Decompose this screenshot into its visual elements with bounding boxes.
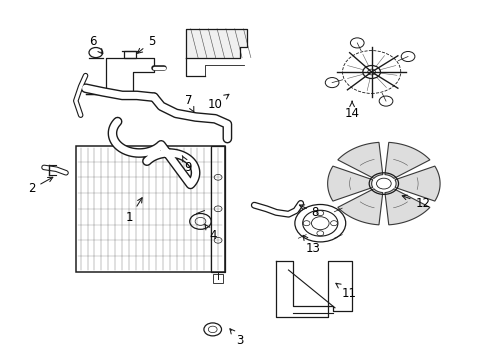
Polygon shape xyxy=(327,166,372,201)
Text: 11: 11 xyxy=(335,283,356,300)
Bar xyxy=(211,146,224,272)
Bar xyxy=(76,146,224,272)
Text: 5: 5 xyxy=(137,35,155,53)
Text: 4: 4 xyxy=(204,224,216,242)
Text: 13: 13 xyxy=(303,235,320,255)
Text: 12: 12 xyxy=(402,195,429,210)
Polygon shape xyxy=(384,189,429,225)
Polygon shape xyxy=(384,142,429,179)
Bar xyxy=(124,51,136,58)
Bar xyxy=(213,274,223,283)
Polygon shape xyxy=(337,142,382,179)
Text: 9: 9 xyxy=(182,156,192,174)
Text: 1: 1 xyxy=(125,198,142,224)
Text: 7: 7 xyxy=(184,94,194,113)
Polygon shape xyxy=(185,29,246,58)
Text: 10: 10 xyxy=(207,94,228,111)
Polygon shape xyxy=(337,189,382,225)
Text: 14: 14 xyxy=(344,101,359,120)
Text: 3: 3 xyxy=(229,329,243,347)
Polygon shape xyxy=(394,166,439,201)
Text: 6: 6 xyxy=(89,35,102,54)
Text: 2: 2 xyxy=(28,177,53,195)
Text: 8: 8 xyxy=(299,205,319,219)
